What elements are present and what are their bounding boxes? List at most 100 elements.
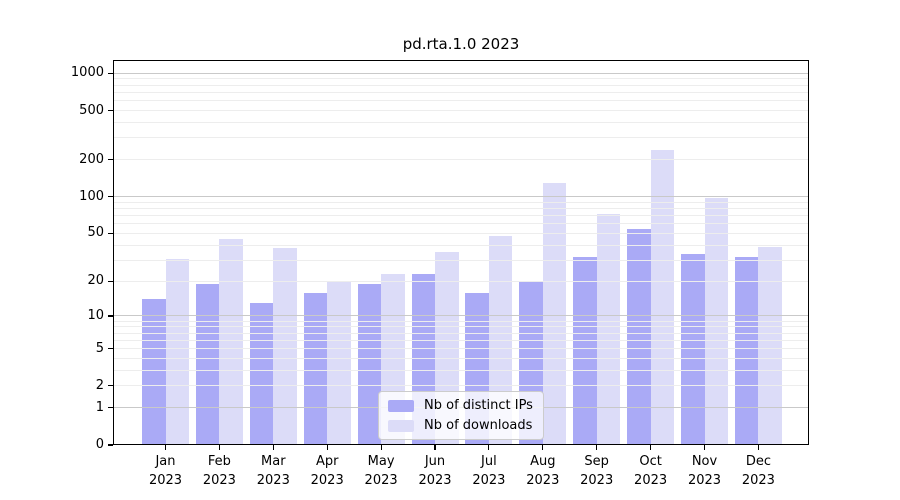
gridline-major — [113, 72, 809, 74]
legend-row-ips: Nb of distinct IPs — [388, 398, 533, 413]
gridline-minor — [113, 208, 809, 210]
bar-oct-ips — [627, 229, 651, 445]
y-tick-label: 1 — [95, 399, 104, 415]
gridline-minor — [113, 121, 809, 123]
bar-feb-ips — [195, 283, 220, 445]
bar-sep-downloads — [596, 214, 621, 445]
x-tick-label: Oct 2023 — [634, 454, 668, 488]
x-tick-label: Aug 2023 — [526, 454, 560, 488]
gridline-major — [113, 315, 809, 317]
x-tick-label: Mar 2023 — [256, 454, 290, 488]
gridline-minor — [113, 369, 809, 371]
bar-oct-downloads — [650, 149, 675, 445]
gridline-minor — [113, 332, 809, 334]
gridline-minor — [113, 348, 809, 350]
x-tick-mark — [703, 445, 706, 450]
legend-row-downloads: Nb of downloads — [388, 418, 533, 433]
bar-mar-downloads — [273, 247, 297, 445]
bar-jan-downloads — [165, 258, 189, 445]
bar-apr-downloads — [327, 281, 351, 445]
y-tick-label: 100 — [79, 188, 104, 204]
legend-swatch-downloads — [388, 419, 414, 432]
gridline-minor — [113, 215, 809, 217]
gridline-minor — [113, 320, 809, 322]
bar-dec-ips — [734, 256, 759, 445]
y-tick-mark — [108, 109, 113, 112]
gridline-minor — [113, 110, 809, 111]
x-tick-mark — [596, 445, 598, 450]
y-tick-mark — [108, 347, 113, 350]
x-tick-label: Nov 2023 — [687, 454, 722, 488]
y-tick-label: 20 — [87, 273, 104, 289]
bar-sep-ips — [573, 256, 597, 445]
bar-aug-downloads — [542, 182, 567, 445]
y-tick-mark — [108, 159, 113, 161]
bar-mar-ips — [249, 303, 274, 445]
gridline-minor — [113, 357, 809, 359]
gridline-minor — [113, 78, 809, 80]
x-tick-mark — [272, 445, 274, 450]
y-tick-mark — [108, 407, 113, 409]
gridline-minor — [113, 385, 809, 387]
gridline-minor — [113, 91, 809, 93]
y-tick-label: 200 — [79, 151, 104, 167]
gridline-minor — [113, 201, 809, 203]
legend-label-downloads: Nb of downloads — [424, 418, 533, 433]
gridline-minor — [113, 259, 809, 261]
legend-label-ips: Nb of distinct IPs — [424, 398, 533, 413]
y-tick-label: 5 — [95, 340, 104, 356]
x-tick-mark — [434, 445, 436, 450]
x-tick-mark — [542, 445, 544, 450]
x-tick-label: Jul 2023 — [472, 454, 506, 488]
gridline-minor — [113, 84, 809, 86]
gridline-minor — [113, 137, 809, 139]
x-tick-label: Dec 2023 — [741, 454, 775, 488]
y-tick-label: 1000 — [70, 65, 104, 81]
y-tick-mark — [108, 315, 113, 317]
x-tick-mark — [380, 445, 382, 450]
plot-area — [113, 60, 809, 445]
gridline-minor — [113, 100, 809, 102]
gridline-minor — [113, 159, 809, 161]
x-tick-label: Sep 2023 — [580, 454, 614, 488]
bar-feb-downloads — [219, 238, 243, 445]
x-tick-label: May 2023 — [364, 454, 398, 488]
y-tick-label: 500 — [79, 102, 104, 118]
y-tick-mark — [108, 280, 113, 282]
gridline-minor — [113, 339, 809, 341]
y-tick-mark — [108, 232, 113, 235]
x-tick-label: Jan 2023 — [148, 454, 183, 488]
y-tick-label: 2 — [95, 377, 104, 393]
x-tick-mark — [650, 445, 652, 450]
x-tick-label: Feb 2023 — [202, 454, 236, 488]
y-tick-label: 0 — [95, 437, 104, 452]
x-tick-mark — [488, 445, 490, 450]
x-tick-label: Jun 2023 — [418, 454, 452, 488]
bar-jan-ips — [142, 299, 166, 445]
x-tick-mark — [757, 445, 759, 450]
bar-apr-ips — [303, 292, 328, 445]
legend: Nb of distinct IPs Nb of downloads — [378, 391, 544, 440]
y-tick-mark — [108, 444, 113, 446]
x-tick-mark — [164, 445, 167, 450]
x-tick-label: Apr 2023 — [310, 454, 344, 488]
gridline-minor — [113, 223, 809, 225]
gridline-minor — [113, 326, 809, 328]
gridline-minor — [113, 244, 809, 246]
bar-dec-downloads — [758, 246, 782, 445]
bar-may-ips — [357, 283, 382, 445]
y-tick-label: 50 — [87, 225, 104, 241]
gridline-minor — [113, 232, 809, 234]
x-tick-mark — [218, 445, 220, 450]
y-tick-label: 10 — [87, 307, 104, 323]
x-tick-mark — [326, 445, 328, 450]
y-tick-mark — [108, 72, 113, 74]
y-tick-mark — [108, 385, 113, 387]
bar-nov-ips — [681, 253, 705, 445]
gridline-minor — [113, 280, 809, 282]
legend-swatch-ips — [388, 399, 414, 412]
gridline-major — [113, 196, 809, 198]
y-tick-mark — [108, 196, 113, 198]
chart-title: pd.rta.1.0 2023 — [402, 35, 520, 53]
